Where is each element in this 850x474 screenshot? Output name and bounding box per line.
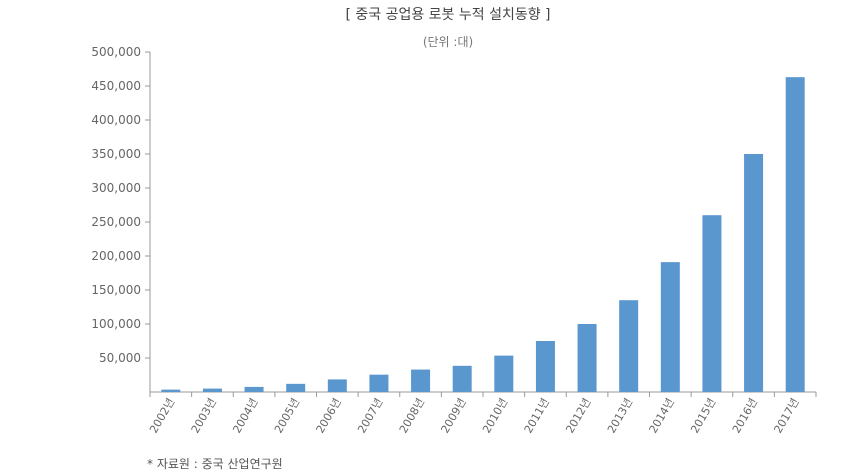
bar: [702, 215, 722, 392]
x-tick-label: 2004년: [230, 396, 260, 436]
x-tick-label: 2011년: [522, 396, 552, 436]
y-tick-label: 450,000: [91, 79, 141, 93]
x-tick-label: 2006년: [314, 396, 344, 436]
x-tick-label: 2015년: [688, 396, 718, 436]
x-tick-label: 2012년: [563, 396, 593, 436]
y-axis: 50,000 100,000 150,000 200,000 250,000 300,00…: [91, 45, 151, 392]
bar: [535, 341, 555, 392]
source-note: * 자료원 : 중국 산업연구원: [147, 457, 283, 471]
bar: [577, 324, 597, 392]
x-tick-label: 2005년: [272, 396, 302, 436]
x-tick-label: 2008년: [397, 396, 427, 436]
bar: [619, 300, 639, 392]
bar: [494, 355, 514, 392]
bar: [744, 154, 764, 392]
x-tick-label: 2007년: [355, 396, 385, 436]
chart-title: [ 중국 공업용 로봇 누적 설치동향 ]: [345, 7, 550, 23]
y-tick-label: 300,000: [91, 181, 141, 195]
y-tick-label: 400,000: [91, 113, 141, 127]
x-tick-label: 2016년: [730, 396, 760, 436]
bar: [660, 262, 680, 392]
x-tick-label: 2013년: [605, 396, 635, 436]
unit-note: (단위 :대): [423, 35, 473, 49]
bar: [202, 388, 222, 392]
bars: [161, 77, 805, 392]
bar: [286, 383, 306, 392]
bar: [244, 386, 264, 392]
bar: [785, 77, 805, 392]
bar: [161, 389, 181, 392]
y-tick-label: 200,000: [91, 249, 141, 263]
y-tick-label: 350,000: [91, 147, 141, 161]
bar: [452, 365, 472, 392]
y-tick-label: 50,000: [99, 351, 141, 365]
x-tick-label: 2002년: [147, 396, 177, 436]
x-axis: 2002년 2003년 2004년 2005년 2006년 2007년 2008년 2009년…: [147, 391, 817, 436]
y-tick-label: 150,000: [91, 283, 141, 297]
y-tick-label: 250,000: [91, 215, 141, 229]
x-tick-label: 2014년: [647, 396, 677, 436]
x-tick-label: 2003년: [189, 396, 219, 436]
bar: [411, 369, 431, 392]
bar: [369, 374, 389, 392]
y-tick-label: 100,000: [91, 317, 141, 331]
x-tick-label: 2010년: [480, 396, 510, 436]
x-tick-label: 2017년: [771, 396, 801, 436]
x-tick-label: 2009년: [438, 396, 468, 436]
y-tick-label: 500,000: [91, 45, 141, 59]
bar: [327, 379, 347, 392]
